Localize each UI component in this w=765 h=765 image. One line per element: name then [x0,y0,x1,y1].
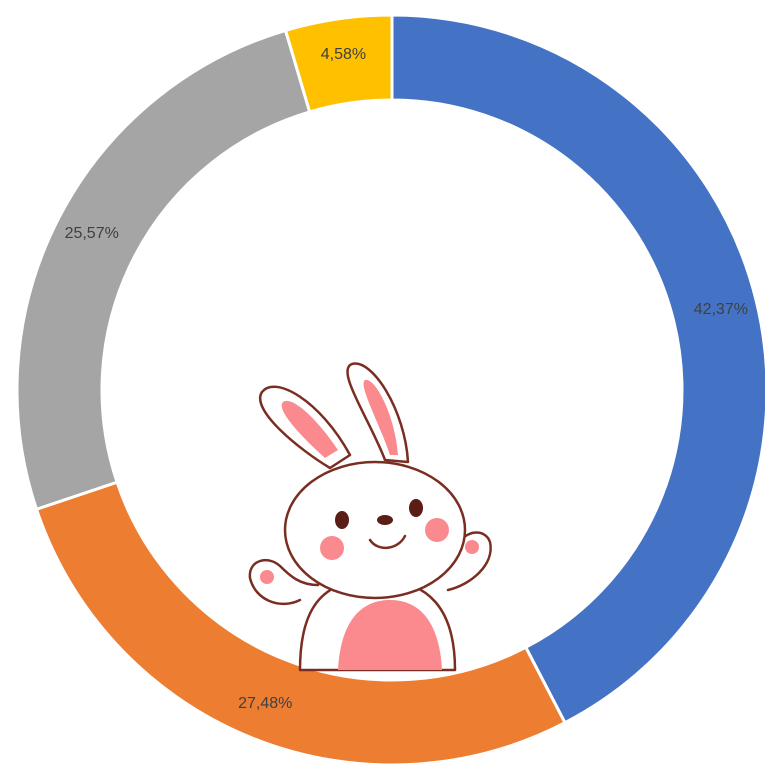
data-label: 25,57% [65,225,119,242]
donut-slice [392,15,765,723]
bunny-illustration [250,364,491,670]
data-label: 27,48% [238,695,292,712]
data-label: 42,37% [694,301,748,318]
data-label: 4,58% [321,46,366,63]
donut-slice [17,30,310,509]
chart: 42,37% 27,48% 25,57% 4,58% [0,0,765,765]
